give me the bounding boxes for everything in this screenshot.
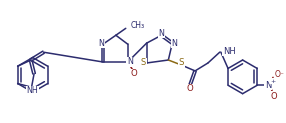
Text: O: O bbox=[187, 84, 194, 93]
Text: CH₃: CH₃ bbox=[131, 21, 145, 30]
Text: NH: NH bbox=[27, 86, 38, 95]
Text: N: N bbox=[127, 57, 133, 67]
Text: NH: NH bbox=[223, 47, 236, 56]
Text: O: O bbox=[130, 69, 137, 78]
Text: N: N bbox=[171, 39, 177, 48]
Text: O⁻: O⁻ bbox=[275, 70, 285, 79]
Text: S: S bbox=[178, 58, 184, 68]
Text: N: N bbox=[98, 39, 104, 48]
Text: +: + bbox=[270, 79, 276, 84]
Text: N: N bbox=[158, 29, 164, 38]
Text: O: O bbox=[271, 92, 277, 101]
Text: S: S bbox=[141, 58, 146, 68]
Text: N: N bbox=[265, 81, 271, 90]
